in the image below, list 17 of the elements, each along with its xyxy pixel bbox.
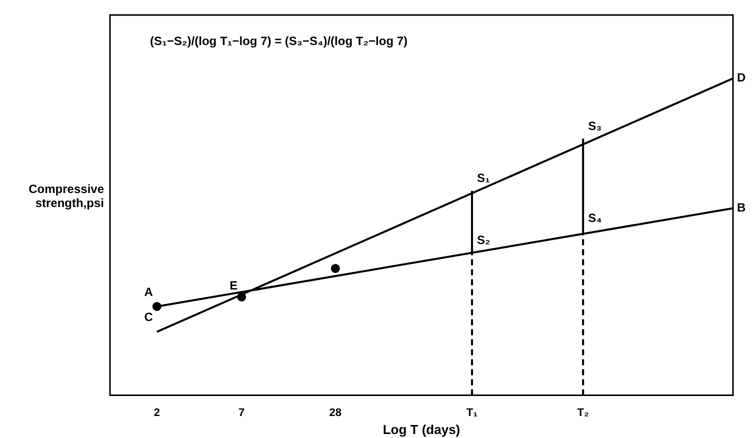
- annotation: C: [144, 310, 154, 324]
- x-tick-label: T₂: [577, 406, 589, 419]
- x-axis-title: Log T (days): [382, 422, 460, 437]
- annotation: S₁: [477, 171, 490, 186]
- x-tick-label: 28: [329, 406, 342, 419]
- annotation: S₄: [588, 210, 602, 225]
- x-tick-label: 2: [154, 406, 160, 419]
- annotation: A: [144, 284, 154, 299]
- annotation: D: [737, 70, 746, 85]
- annotation: E: [230, 278, 238, 292]
- x-tick-label: T₁: [466, 406, 478, 419]
- text: (S₁−S₂)/(log T₁−log 7) = (S₃−S₄)/(log T₂−log 7): [150, 34, 408, 48]
- annotation: S₃: [588, 118, 602, 133]
- y-axis-title: Compressive strength,psi: [28, 182, 104, 210]
- annotation: S₂: [477, 232, 490, 247]
- annotation: B: [737, 200, 746, 215]
- x-tick-label: 7: [238, 406, 245, 419]
